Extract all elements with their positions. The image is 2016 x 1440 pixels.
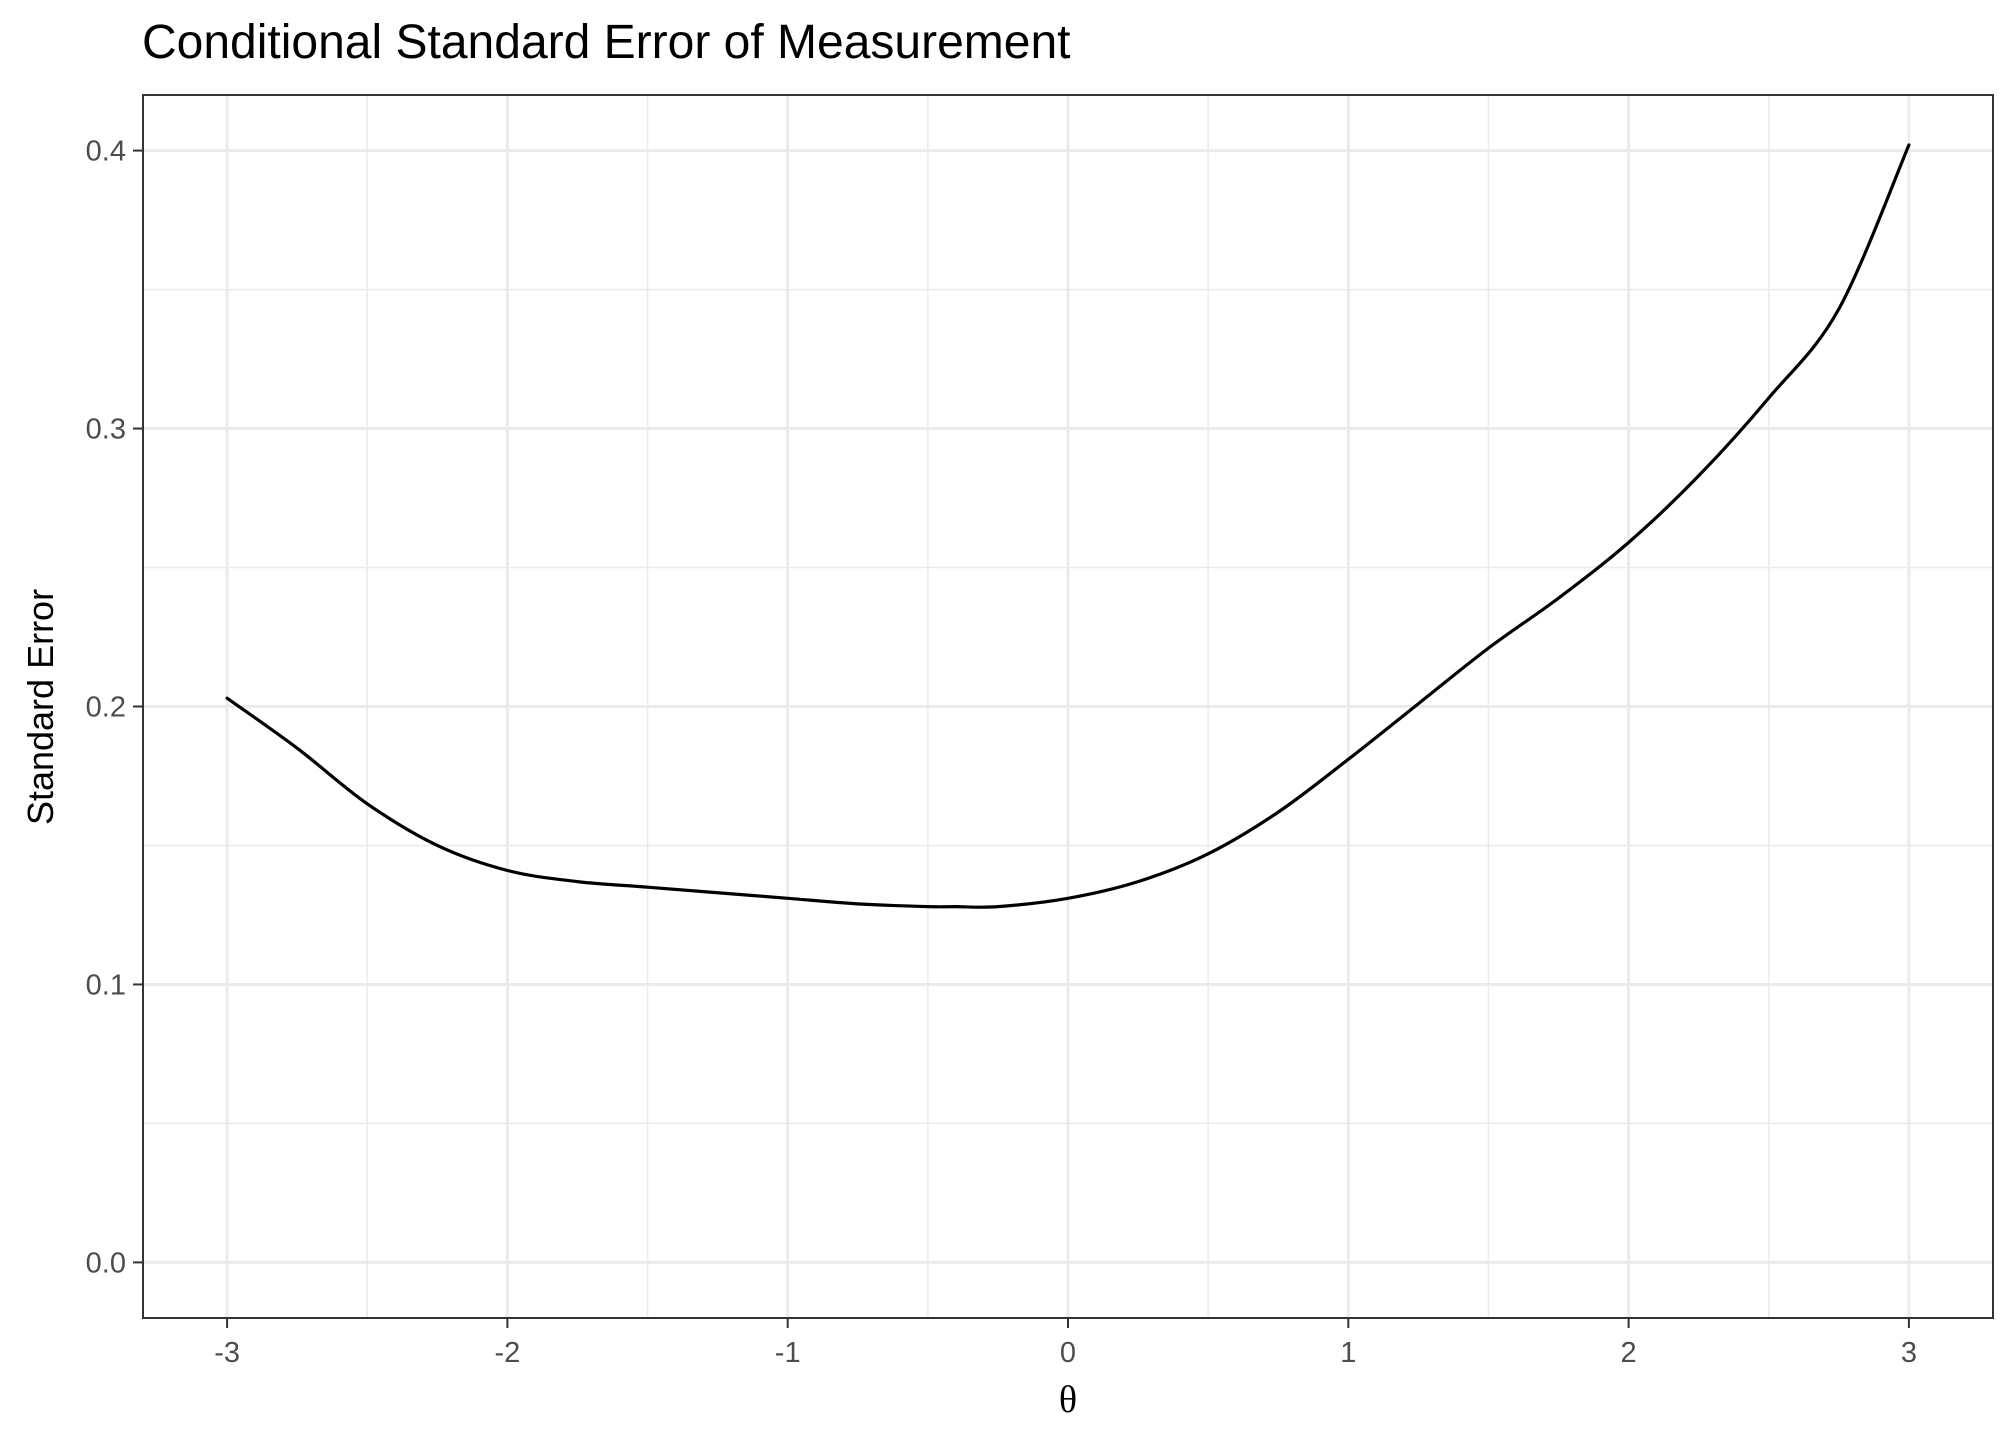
axis-ticks: -3 -2 -1 0 1 2 3 0.0 0.1 0.2 0.3 0.4 <box>86 136 1917 1369</box>
y-tick-label: 0.0 <box>86 1247 126 1279</box>
y-tick-label: 0.1 <box>86 969 126 1001</box>
chart-title: Conditional Standard Error of Measuremen… <box>142 16 1070 69</box>
grid <box>143 95 1993 1318</box>
y-axis-title: Standard Error <box>20 589 61 825</box>
y-tick-label: 0.3 <box>86 414 126 446</box>
y-tick-label: 0.4 <box>86 136 126 168</box>
x-axis-title: θ <box>1059 1379 1077 1421</box>
x-tick-label: 0 <box>1060 1337 1076 1369</box>
x-tick-label: -2 <box>494 1337 520 1369</box>
series-layer <box>225 143 1911 909</box>
x-tick-label: 3 <box>1901 1337 1917 1369</box>
x-tick-label: -1 <box>775 1337 801 1369</box>
x-tick-label: 1 <box>1340 1337 1356 1369</box>
y-tick-label: 0.2 <box>86 692 126 724</box>
series-line-1 <box>225 143 1911 909</box>
x-tick-label: -3 <box>214 1337 240 1369</box>
x-tick-label: 2 <box>1621 1337 1637 1369</box>
